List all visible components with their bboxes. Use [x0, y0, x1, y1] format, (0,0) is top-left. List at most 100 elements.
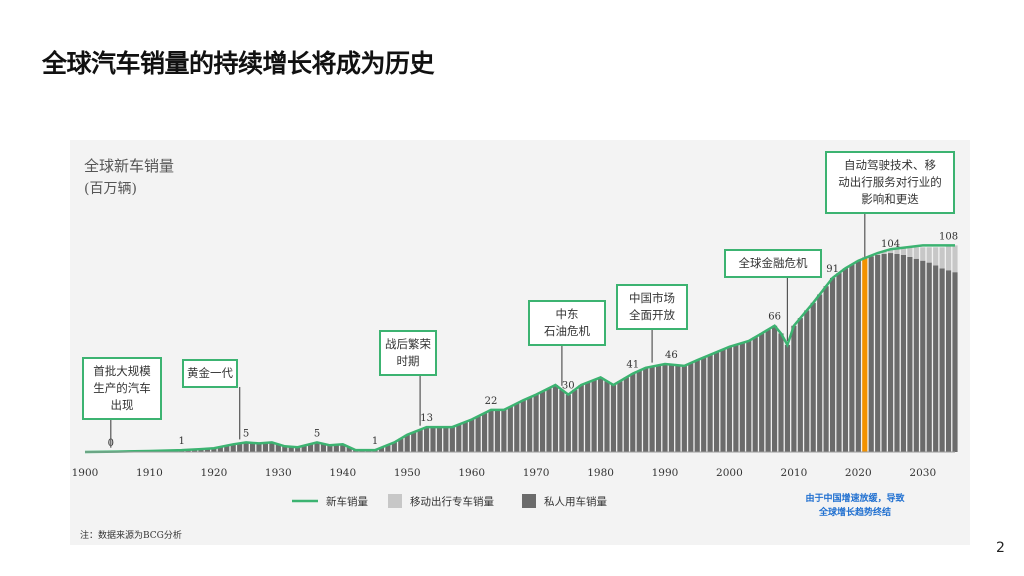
data-label: 41	[626, 360, 639, 371]
callout-box	[182, 359, 238, 388]
data-label: 91	[826, 264, 839, 275]
private-sales-bar	[945, 270, 952, 452]
private-sales-bar	[868, 256, 874, 452]
private-sales-bar	[282, 446, 288, 452]
data-label: 104	[881, 239, 900, 250]
private-sales-bar	[527, 397, 533, 452]
private-sales-bar	[507, 406, 513, 452]
callout-text: 全面开放	[629, 308, 675, 322]
private-sales-bar	[926, 262, 932, 452]
private-sales-bar	[333, 444, 339, 452]
callout-text: 中东	[556, 307, 579, 321]
legend-swatch	[522, 494, 536, 508]
private-sales-bar	[849, 264, 855, 452]
private-sales-bar	[307, 444, 314, 452]
line-group	[84, 244, 955, 454]
data-label: 13	[420, 413, 433, 424]
private-sales-bar	[456, 424, 462, 452]
private-sales-bar	[662, 364, 668, 452]
private-sales-bar	[398, 438, 404, 452]
callout-text: 黄金一代	[187, 366, 233, 380]
private-sales-bar	[417, 429, 423, 452]
callout-text: 全球金融危机	[739, 256, 808, 270]
legend-label: 新车销量	[326, 495, 368, 508]
x-tick-label: 1960	[458, 467, 485, 479]
private-sales-bar	[643, 367, 649, 452]
data-label: 46	[665, 350, 678, 361]
bars-group	[88, 245, 958, 452]
mobility-sales-bar	[952, 245, 958, 273]
private-sales-bar	[243, 442, 249, 452]
mobility-sales-bar	[920, 247, 926, 261]
private-sales-bar	[713, 352, 720, 452]
private-sales-bar	[733, 344, 739, 452]
private-sales-bar	[327, 445, 333, 452]
private-sales-bar	[610, 385, 617, 452]
private-sales-bar	[759, 333, 765, 452]
private-sales-bar	[204, 448, 211, 452]
side-note: 由于中国增速放缓，导致全球增长趋势终结	[805, 494, 905, 518]
private-sales-bar	[604, 381, 610, 452]
private-sales-bar	[301, 445, 307, 452]
private-sales-bar	[933, 265, 939, 452]
x-tick-label: 1970	[523, 467, 550, 479]
callout-box	[724, 249, 822, 278]
x-axis: 1900 1910 1920 1930 1940 1950 1960 1970 1980 1990…	[72, 451, 955, 479]
data-label: 30	[562, 381, 575, 392]
x-tick-label: 1930	[265, 467, 292, 479]
private-sales-bar	[726, 346, 733, 452]
private-sales-bar	[275, 444, 281, 452]
private-sales-bar	[939, 268, 945, 452]
mobility-sales-bar	[881, 251, 887, 254]
mobility-sales-bar	[887, 249, 894, 254]
private-sales-bar	[881, 254, 887, 452]
private-sales-bar	[224, 445, 230, 452]
private-sales-bar	[907, 256, 913, 452]
private-sales-bar	[823, 286, 829, 452]
private-sales-bar	[514, 403, 520, 452]
legend-label: 移动出行专车销量	[410, 495, 494, 508]
private-sales-bar	[378, 447, 385, 452]
private-sales-bar	[591, 379, 597, 452]
x-tick-label: 2020	[845, 467, 872, 479]
x-tick-label: 1910	[136, 467, 163, 479]
private-sales-bar	[694, 360, 700, 452]
private-sales-bar	[617, 381, 623, 452]
callout-text: 时期	[397, 354, 420, 368]
private-sales-bar	[501, 409, 507, 452]
private-sales-bar	[771, 325, 778, 452]
private-sales-bar	[875, 254, 881, 452]
private-sales-bar	[391, 442, 397, 452]
private-sales-bar	[649, 366, 655, 452]
private-sales-bar	[404, 434, 410, 452]
private-sales-bar	[436, 427, 443, 452]
page-number: 2	[996, 540, 1005, 556]
private-sales-bar	[559, 389, 565, 452]
callout-text: 石油危机	[544, 324, 590, 338]
private-sales-bar	[739, 342, 745, 452]
private-sales-bar	[623, 377, 629, 452]
private-sales-bar	[630, 373, 636, 452]
private-sales-bar	[198, 449, 204, 452]
x-tick-label: 1920	[201, 467, 228, 479]
chart-title: 全球新车销量	[84, 157, 174, 175]
data-label: 1	[372, 436, 378, 447]
private-sales-bar	[701, 357, 707, 452]
legend-item: 私人用车销量	[522, 494, 607, 508]
callout-text: 动出行服务对行业的	[838, 175, 942, 189]
private-sales-bar	[817, 294, 823, 452]
highlight-bar	[862, 257, 868, 452]
mobility-sales-bar	[907, 247, 913, 257]
private-sales-bar	[720, 349, 726, 452]
private-sales-bar	[494, 409, 501, 452]
callout-box	[528, 300, 606, 346]
legend-swatch	[388, 494, 402, 508]
private-sales-bar	[585, 382, 591, 452]
callouts-group: 首批大规模生产的汽车出现黄金一代战后繁荣时期中东石油危机中国市场全面开放全球金融…	[82, 151, 955, 448]
private-sales-bar	[746, 341, 752, 452]
legend-item: 新车销量	[292, 495, 368, 508]
private-sales-bar	[552, 385, 559, 452]
private-sales-bar	[894, 254, 900, 452]
